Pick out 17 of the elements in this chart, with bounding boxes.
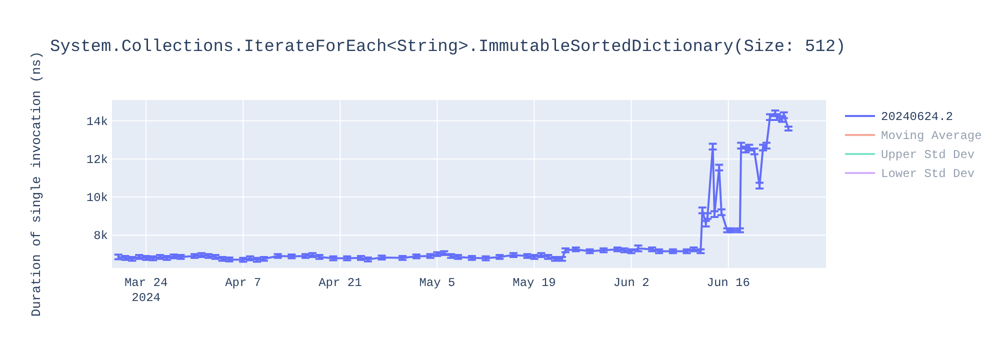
x-tick-label: Mar 24 2024: [124, 276, 168, 305]
legend-label: Moving Average: [881, 129, 982, 143]
y-tick-label: 10k: [86, 191, 108, 206]
legend-label: 20240624.2: [881, 110, 954, 124]
y-tick-label: 14k: [86, 114, 108, 129]
x-tick-label: Apr 21: [318, 276, 362, 290]
y-tick-label: 12k: [86, 152, 108, 167]
chart-title: System.Collections.IterateForEach<String>.ImmutableSortedDictionary(Size: 512): [50, 38, 846, 57]
x-tick-label: May 19: [512, 276, 556, 290]
y-tick-label: 8k: [94, 229, 108, 244]
legend-label: Lower Std Dev: [881, 167, 975, 181]
x-tick-label: May 5: [419, 276, 456, 290]
legend-label: Upper Std Dev: [881, 148, 975, 162]
y-axis-title: Duration of single invocation (ns): [29, 51, 44, 317]
x-tick-label: Jun 16: [706, 276, 750, 290]
x-tick-label: Apr 7: [225, 276, 262, 290]
x-tick-label: Jun 2: [613, 276, 650, 290]
